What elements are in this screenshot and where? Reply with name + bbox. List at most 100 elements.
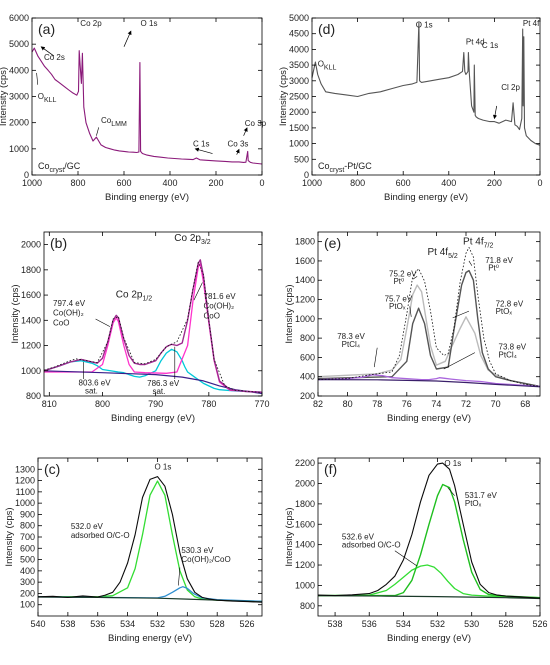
y-tick-label: 2000 (9, 118, 29, 128)
x-tick-label: 72 (461, 399, 471, 409)
panel-d: 1000 800 600 400 200 005001000150020002500300… (278, 13, 543, 203)
y-tick-label: 3000 (289, 76, 309, 86)
x-tick-label: 536 (362, 619, 377, 629)
y-tick-label: 5000 (9, 39, 29, 49)
annotation-sub: Pt 4f5/2 (428, 247, 458, 260)
y-tick-label: 1000 (15, 498, 35, 508)
annotation: C 1s (193, 140, 209, 149)
x-tick-label: 400 (441, 178, 456, 188)
x-tick-label: 538 (328, 619, 343, 629)
series-line (37, 476, 263, 603)
y-tick-label: 800 (26, 391, 41, 401)
y-tick-label: 200 (300, 391, 315, 401)
annotation-leader (412, 276, 418, 280)
y-tick-label: 4000 (289, 44, 309, 54)
annotation-sub: CoLMM (101, 116, 127, 128)
y-tick-label: 1600 (295, 519, 315, 529)
y-tick-label: 1500 (289, 123, 309, 133)
annotation: O 1s (154, 462, 171, 471)
x-axis-label: Binding energy (eV) (384, 192, 468, 203)
annotation: O 1s (141, 19, 158, 28)
annotation-sub: OKLL (38, 92, 57, 104)
panel-label: (a) (38, 21, 55, 37)
annotation: 530.3 eV (181, 546, 214, 555)
x-tick-label: 540 (30, 619, 45, 629)
panel-label: (f) (324, 461, 337, 477)
y-tick-label: 400 (20, 566, 35, 576)
x-tick-label: 1000 (302, 178, 322, 188)
x-axis-label: Binding energy (eV) (111, 413, 195, 424)
y-axis-label: Intensity (cps) (10, 284, 21, 343)
x-tick-label: 532 (150, 619, 165, 629)
plot-frame (317, 457, 541, 617)
y-tick-label: 1800 (295, 237, 315, 247)
series-line (317, 374, 541, 388)
panel-e: 82 80 78 76 74 72 70 68 200 400 600 800 1000 1200 1400… (284, 231, 541, 424)
annotation-arrow (492, 105, 498, 120)
annotation-arrow (40, 46, 55, 57)
annotation: sat. (152, 387, 165, 396)
annotation-leader (394, 550, 418, 567)
annotation: 73.8 eV (499, 343, 527, 352)
annotation-arrow (194, 147, 213, 154)
annotation: 71.8 eV (485, 256, 513, 265)
annotation-sub: Pt 4f7/2 (463, 237, 493, 250)
sample-label: Cocryst/GC (38, 161, 81, 174)
series-line (43, 261, 263, 393)
x-tick-label: 200 (208, 178, 223, 188)
plot-frame (311, 17, 541, 176)
series-line (317, 379, 541, 388)
series-line (317, 269, 541, 388)
x-tick-label: 530 (464, 619, 479, 629)
x-tick-label: 1000 (22, 178, 42, 188)
x-tick-label: 780 (201, 399, 216, 409)
y-tick-label: 1300 (15, 464, 35, 474)
x-tick-label: 528 (210, 619, 225, 629)
x-tick-label: 800 (70, 178, 85, 188)
annotation: O 1s (416, 20, 433, 29)
annotation: 531.7 eV (465, 491, 498, 500)
series-line (44, 262, 263, 393)
sample-label: Cocryst-Pt/GC (318, 161, 372, 174)
annotation: Cl 2p (501, 83, 520, 92)
panel-label: (c) (44, 461, 60, 477)
y-tick-label: 100 (20, 600, 35, 610)
y-tick-label: 800 (20, 521, 35, 531)
annotation: 781.6 eV (204, 292, 237, 301)
y-tick-label: 2000 (21, 240, 41, 250)
annotation: PtCl₄ (499, 350, 517, 359)
x-tick-label: 528 (498, 619, 513, 629)
annotation: Co(OH)₂ (53, 308, 84, 317)
annotation-leader (178, 567, 181, 586)
y-tick-label: 1100 (16, 487, 35, 497)
x-axis-label: Binding energy (eV) (387, 633, 471, 644)
plot-frame (43, 231, 263, 397)
annotation-sub: Co 2p1/2 (116, 290, 153, 303)
annotation: Pt 4d (466, 38, 485, 47)
annotation: 532.6 eV (342, 533, 375, 542)
panel-label: (e) (324, 235, 341, 251)
x-tick-label: 536 (90, 619, 105, 629)
x-tick-label: 70 (491, 399, 501, 409)
y-tick-label: 1200 (21, 341, 41, 351)
annotation: 797.4 eV (53, 299, 86, 308)
annotation-leader (95, 318, 111, 327)
annotation-leader (193, 282, 203, 301)
y-tick-label: 4500 (289, 29, 309, 39)
x-tick-label: 532 (430, 619, 445, 629)
y-tick-label: 1200 (295, 560, 315, 570)
x-tick-label: 200 (487, 178, 502, 188)
y-tick-label: 1000 (21, 366, 41, 376)
x-tick-label: 810 (42, 399, 57, 409)
series-line (317, 564, 541, 599)
x-tick-label: 600 (396, 178, 411, 188)
annotation: C 1s (482, 41, 498, 50)
x-tick-label: 80 (343, 399, 353, 409)
series-line (317, 284, 541, 388)
series-line (31, 47, 263, 165)
x-tick-label: 74 (431, 399, 441, 409)
panel-label: (b) (50, 235, 67, 251)
annotation-arrow (123, 30, 132, 47)
